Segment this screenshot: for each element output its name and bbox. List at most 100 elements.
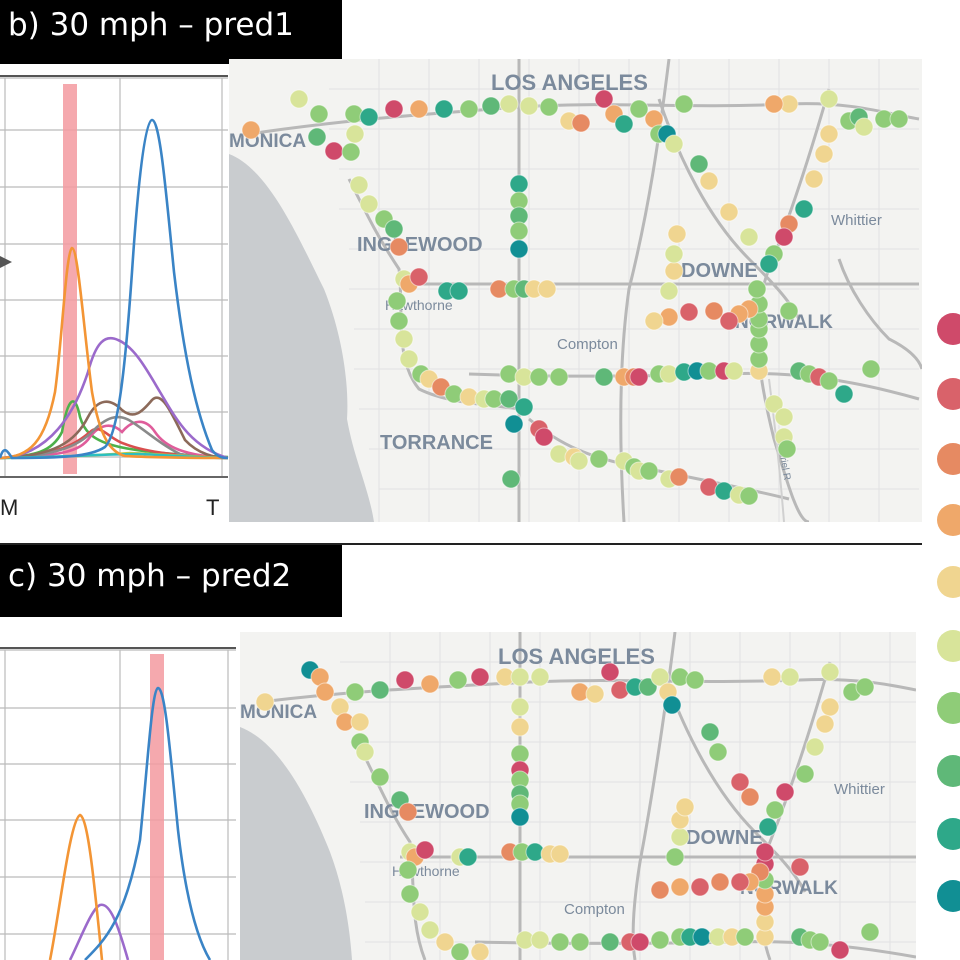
sensor-dot <box>669 467 689 487</box>
sensor-dot <box>820 662 840 682</box>
sensor-dot <box>550 932 570 952</box>
label-downey: DOWNE <box>686 827 763 849</box>
label-compton: Compton <box>564 901 625 918</box>
sensor-dot <box>670 877 690 897</box>
sensor-dot <box>398 802 418 822</box>
sensor-dot <box>481 96 501 116</box>
legend-swatch-8 <box>937 818 960 850</box>
sensor-dot <box>349 175 369 195</box>
sensor-dot <box>594 89 614 109</box>
sensor-dot <box>514 397 534 417</box>
sensor-dot <box>530 667 550 687</box>
sensor-dot <box>241 120 261 140</box>
sensor-dot <box>759 254 779 274</box>
ocean-area <box>229 154 374 522</box>
sensor-dot <box>774 227 794 247</box>
sensor-dot <box>434 99 454 119</box>
series-curve-1 <box>0 246 229 460</box>
sensor-dot <box>594 367 614 387</box>
sensor-dot <box>659 281 679 301</box>
sensor-dot <box>758 817 778 837</box>
sensor-dot <box>674 94 694 114</box>
sensor-dot <box>700 722 720 742</box>
sensor-dot <box>708 742 728 762</box>
legend-swatch-7 <box>937 755 960 787</box>
sensor-dot <box>740 787 760 807</box>
sensor-dot <box>719 311 739 331</box>
panel-b-density-plot: M T <box>0 72 232 522</box>
sensor-dot <box>589 449 609 469</box>
sensor-dot <box>549 367 569 387</box>
sensor-dot <box>529 367 549 387</box>
sensor-dot <box>804 169 824 189</box>
panel-b-map[interactable]: LOS ANGELES MONICA Whittier INGLEWOOD DO… <box>229 59 922 522</box>
panel-b-title: b) 30 mph – pred1 <box>0 0 342 64</box>
sensor-dot <box>764 394 784 414</box>
sensor-dot <box>435 932 455 952</box>
sensor-dot <box>662 695 682 715</box>
sensor-dot <box>810 932 830 952</box>
sensor-dot <box>814 144 834 164</box>
sensor-dot <box>499 389 519 409</box>
sensor-dot <box>539 97 559 117</box>
sensor-dot <box>664 261 684 281</box>
plot-gridlines <box>0 649 236 960</box>
sensor-dot <box>341 142 361 162</box>
sensor-dot <box>664 134 684 154</box>
sensor-dot <box>685 670 705 690</box>
legend-swatch-4 <box>937 566 960 598</box>
sensor-dot <box>775 782 795 802</box>
sensor-dot <box>530 930 550 950</box>
sensor-dot <box>571 113 591 133</box>
section-divider <box>0 543 922 545</box>
sensor-dot <box>501 469 521 489</box>
sensor-dot <box>409 99 429 119</box>
sensor-dot <box>458 847 478 867</box>
sensor-dot <box>795 764 815 784</box>
sensor-dot <box>739 227 759 247</box>
sensor-dot <box>777 439 797 459</box>
sensor-dot <box>510 744 530 764</box>
sensor-dot <box>509 174 529 194</box>
sensor-dot <box>459 99 479 119</box>
legend-swatch-5 <box>937 630 960 662</box>
sensor-dot <box>370 767 390 787</box>
sensor-dot <box>724 361 744 381</box>
sensor-dot <box>629 99 649 119</box>
street-grid <box>329 59 919 522</box>
sensor-dot <box>345 682 365 702</box>
label-monica: MONICA <box>240 702 317 723</box>
sensor-dot <box>764 94 784 114</box>
label-monica: MONICA <box>229 131 306 152</box>
sensor-dot <box>499 94 519 114</box>
sensor-dot <box>519 96 539 116</box>
sensor-dot <box>400 884 420 904</box>
sensor-dot <box>600 932 620 952</box>
sensor-dot <box>755 842 775 862</box>
sensor-dot <box>550 844 570 864</box>
sensor-dot <box>644 311 664 331</box>
label-los-angeles: LOS ANGELES <box>491 70 648 95</box>
density-curves <box>48 686 212 960</box>
sensor-dot <box>315 682 335 702</box>
label-los-angeles: LOS ANGELES <box>498 644 655 669</box>
sensor-dot <box>819 124 839 144</box>
sensor-dot <box>449 281 469 301</box>
panel-c-map[interactable]: LOS ANGELES MONICA Whittier INGLEWOOD DO… <box>240 632 916 960</box>
sensor-dot <box>399 349 419 369</box>
map-place-labels: LOS ANGELES MONICA Whittier INGLEWOOD DO… <box>229 70 882 481</box>
panel-c-title: c) 30 mph – pred2 <box>0 545 342 617</box>
label-inglewood: INGLEWOOD <box>357 234 483 256</box>
sensor-dot <box>629 367 649 387</box>
sensor-dot <box>650 930 670 950</box>
sensor-dot <box>704 301 724 321</box>
sensor-dot <box>345 124 365 144</box>
sensor-dot <box>650 880 670 900</box>
sensor-dot <box>664 244 684 264</box>
prediction-highlight-band <box>150 654 164 960</box>
sensor-dot <box>805 737 825 757</box>
series-curve-2 <box>0 336 229 460</box>
sensor-dot <box>359 107 379 127</box>
sensor-dot <box>861 359 881 379</box>
label-downey: DOWNE <box>681 260 758 282</box>
